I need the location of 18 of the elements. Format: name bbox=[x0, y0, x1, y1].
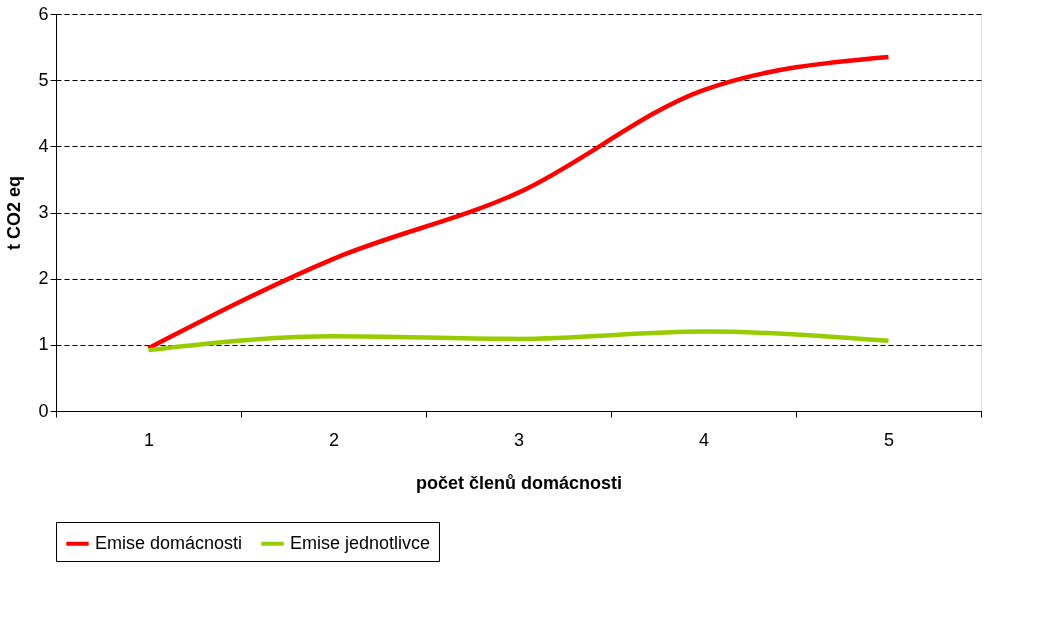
x-axis-title: počet členů domácnosti bbox=[415, 472, 623, 493]
line-series bbox=[146, 54, 891, 351]
y-tick-label: 0 bbox=[38, 400, 49, 421]
y-tick-label: 6 bbox=[38, 3, 49, 24]
x-tick-label: 5 bbox=[883, 429, 895, 450]
x-tick-label: 4 bbox=[698, 429, 710, 450]
y-tick-label: 4 bbox=[38, 135, 49, 156]
line-series bbox=[146, 329, 891, 353]
y-tick-label: 5 bbox=[38, 69, 49, 90]
y-axis-title: t CO2 eq bbox=[4, 175, 25, 251]
y-tick-label: 1 bbox=[38, 334, 49, 355]
x-tick-label: 1 bbox=[143, 429, 155, 450]
y-tick-label: 2 bbox=[38, 268, 49, 289]
legend-label: Emise domácnosti bbox=[95, 532, 243, 553]
x-tick-label: 2 bbox=[328, 429, 340, 450]
y-tick-label: 3 bbox=[38, 202, 49, 222]
x-tick-label: 3 bbox=[513, 429, 525, 450]
legend-label: Emise jednotlivce bbox=[290, 532, 431, 553]
